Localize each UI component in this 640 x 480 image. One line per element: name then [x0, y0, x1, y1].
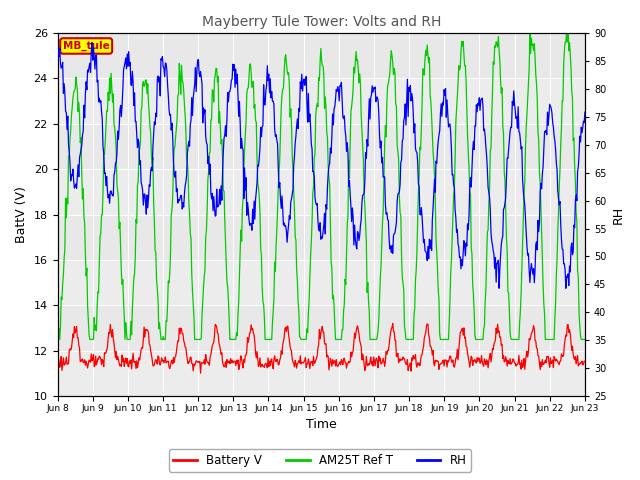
Bar [58, 260, 585, 305]
Title: Mayberry Tule Tower: Volts and RH: Mayberry Tule Tower: Volts and RH [202, 15, 441, 29]
Y-axis label: BattV (V): BattV (V) [15, 186, 28, 243]
Text: MB_tule: MB_tule [63, 41, 109, 51]
Legend: Battery V, AM25T Ref T, RH: Battery V, AM25T Ref T, RH [169, 449, 471, 472]
Bar [58, 78, 585, 124]
Bar [58, 169, 585, 215]
Y-axis label: RH: RH [612, 205, 625, 224]
X-axis label: Time: Time [306, 419, 337, 432]
Bar [58, 351, 585, 396]
